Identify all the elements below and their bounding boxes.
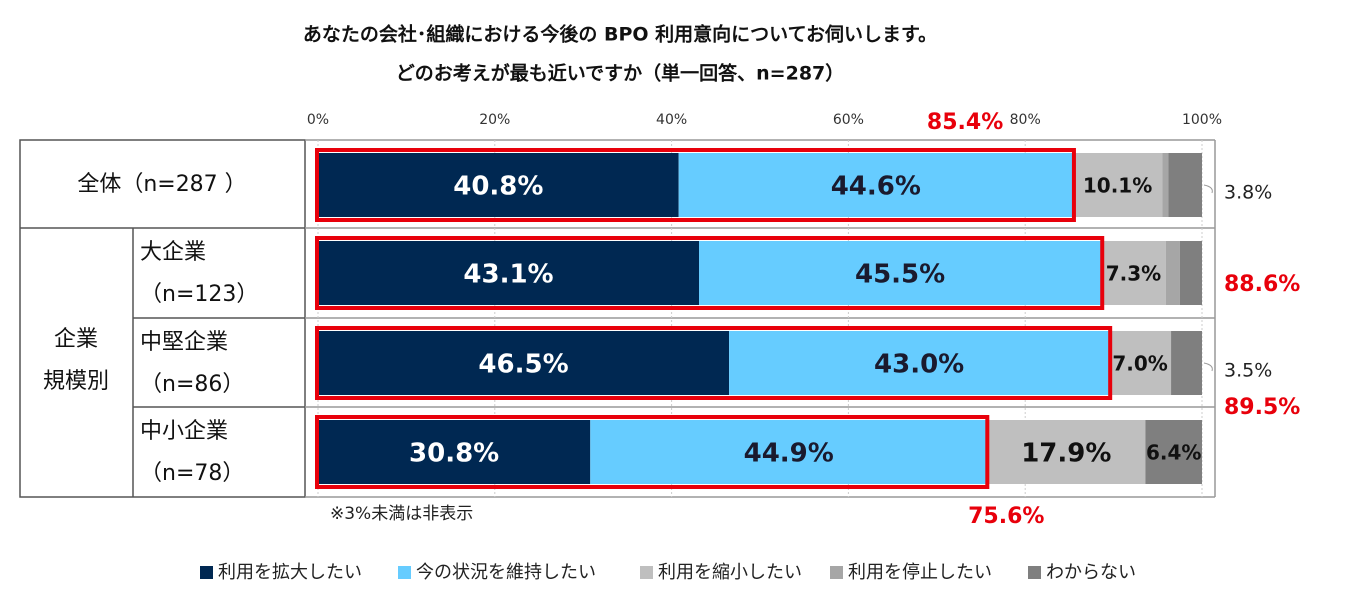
bar-segment (318, 153, 679, 217)
note: ※3%未満は非表示 (330, 504, 473, 524)
data-label: 44.9% (744, 439, 834, 469)
legend-label: 利用を停止したい (848, 562, 992, 583)
x-tick-label: 0% (307, 112, 329, 128)
total-label: 85.4% (927, 110, 1003, 135)
category-label: 中堅企業 (140, 330, 228, 355)
category-label: （n=86） (140, 372, 244, 397)
data-label: 6.4% (1146, 441, 1201, 465)
data-label: 7.3% (1106, 262, 1161, 286)
legend-swatch (830, 566, 843, 579)
table-frame (19, 139, 1216, 498)
category-label: 大企業 (140, 240, 206, 265)
bar-segment (1162, 153, 1169, 217)
bar-segment (1168, 153, 1202, 217)
group-label: 企業 (54, 327, 98, 352)
leader-line (1203, 184, 1213, 194)
bar-segment (678, 153, 1073, 217)
group-label: 規模別 (43, 369, 109, 394)
bar-segment (318, 420, 591, 484)
category-label: （n=78） (140, 461, 244, 486)
data-label: 46.5% (478, 350, 568, 380)
category-label: （n=123） (140, 282, 258, 307)
legend-swatch (398, 566, 411, 579)
bar-segment (590, 420, 988, 484)
data-label: 17.9% (1021, 439, 1111, 469)
bar-segment (318, 331, 730, 395)
total-box (315, 236, 1105, 310)
legend-label: 利用を拡大したい (218, 562, 362, 583)
leader-line (1203, 362, 1213, 372)
bar-segment (1109, 331, 1172, 395)
category-label: 中小企業 (140, 419, 228, 444)
category-label: 全体（n=287 ） (77, 172, 246, 197)
bar-segment (729, 331, 1110, 395)
data-label: 30.8% (409, 439, 499, 469)
legend-swatch (640, 566, 653, 579)
bar-segment (1145, 420, 1202, 484)
legend-label: 利用を縮小したい (658, 562, 802, 583)
data-label: 10.1% (1083, 174, 1152, 198)
data-label: 45.5% (855, 260, 945, 290)
bar-segment (699, 241, 1102, 305)
legend-swatch (1028, 566, 1041, 579)
bar-segment (318, 241, 700, 305)
chart-title: あなたの会社･組織における今後の BPO 利用意向についてお伺いします。 (303, 23, 937, 46)
x-tick-label: 40% (656, 112, 687, 128)
legend-label: わからない (1046, 562, 1136, 583)
legend-swatch (200, 566, 213, 579)
total-label: 75.6% (968, 504, 1044, 529)
data-label: 44.6% (831, 172, 921, 202)
bar-segment (1179, 241, 1202, 305)
x-tick-label: 60% (833, 112, 864, 128)
legend-label: 今の状況を維持したい (416, 562, 596, 583)
data-label: 43.1% (463, 260, 553, 290)
bar-segment (1101, 241, 1166, 305)
data-label: 40.8% (453, 172, 543, 202)
data-label: 43.0% (874, 350, 964, 380)
chart-title: どのお考えが最も近いですか（単一回答、n=287） (396, 62, 845, 85)
total-label: 88.6% (1224, 272, 1300, 297)
bar-segment (1165, 241, 1180, 305)
total-box (315, 148, 1076, 222)
data-label: 3.5% (1224, 360, 1272, 382)
data-label: 3.8% (1224, 182, 1272, 204)
total-box (315, 326, 1113, 400)
bar-segment (1171, 331, 1202, 395)
x-tick-label: 100% (1182, 112, 1222, 128)
data-label: 7.0% (1112, 352, 1167, 376)
x-tick-label: 20% (479, 112, 510, 128)
total-box (315, 415, 990, 489)
total-label: 89.5% (1224, 395, 1300, 420)
bar-segment (987, 420, 1146, 484)
bar-segment (1072, 153, 1163, 217)
x-tick-label: 80% (1010, 112, 1041, 128)
